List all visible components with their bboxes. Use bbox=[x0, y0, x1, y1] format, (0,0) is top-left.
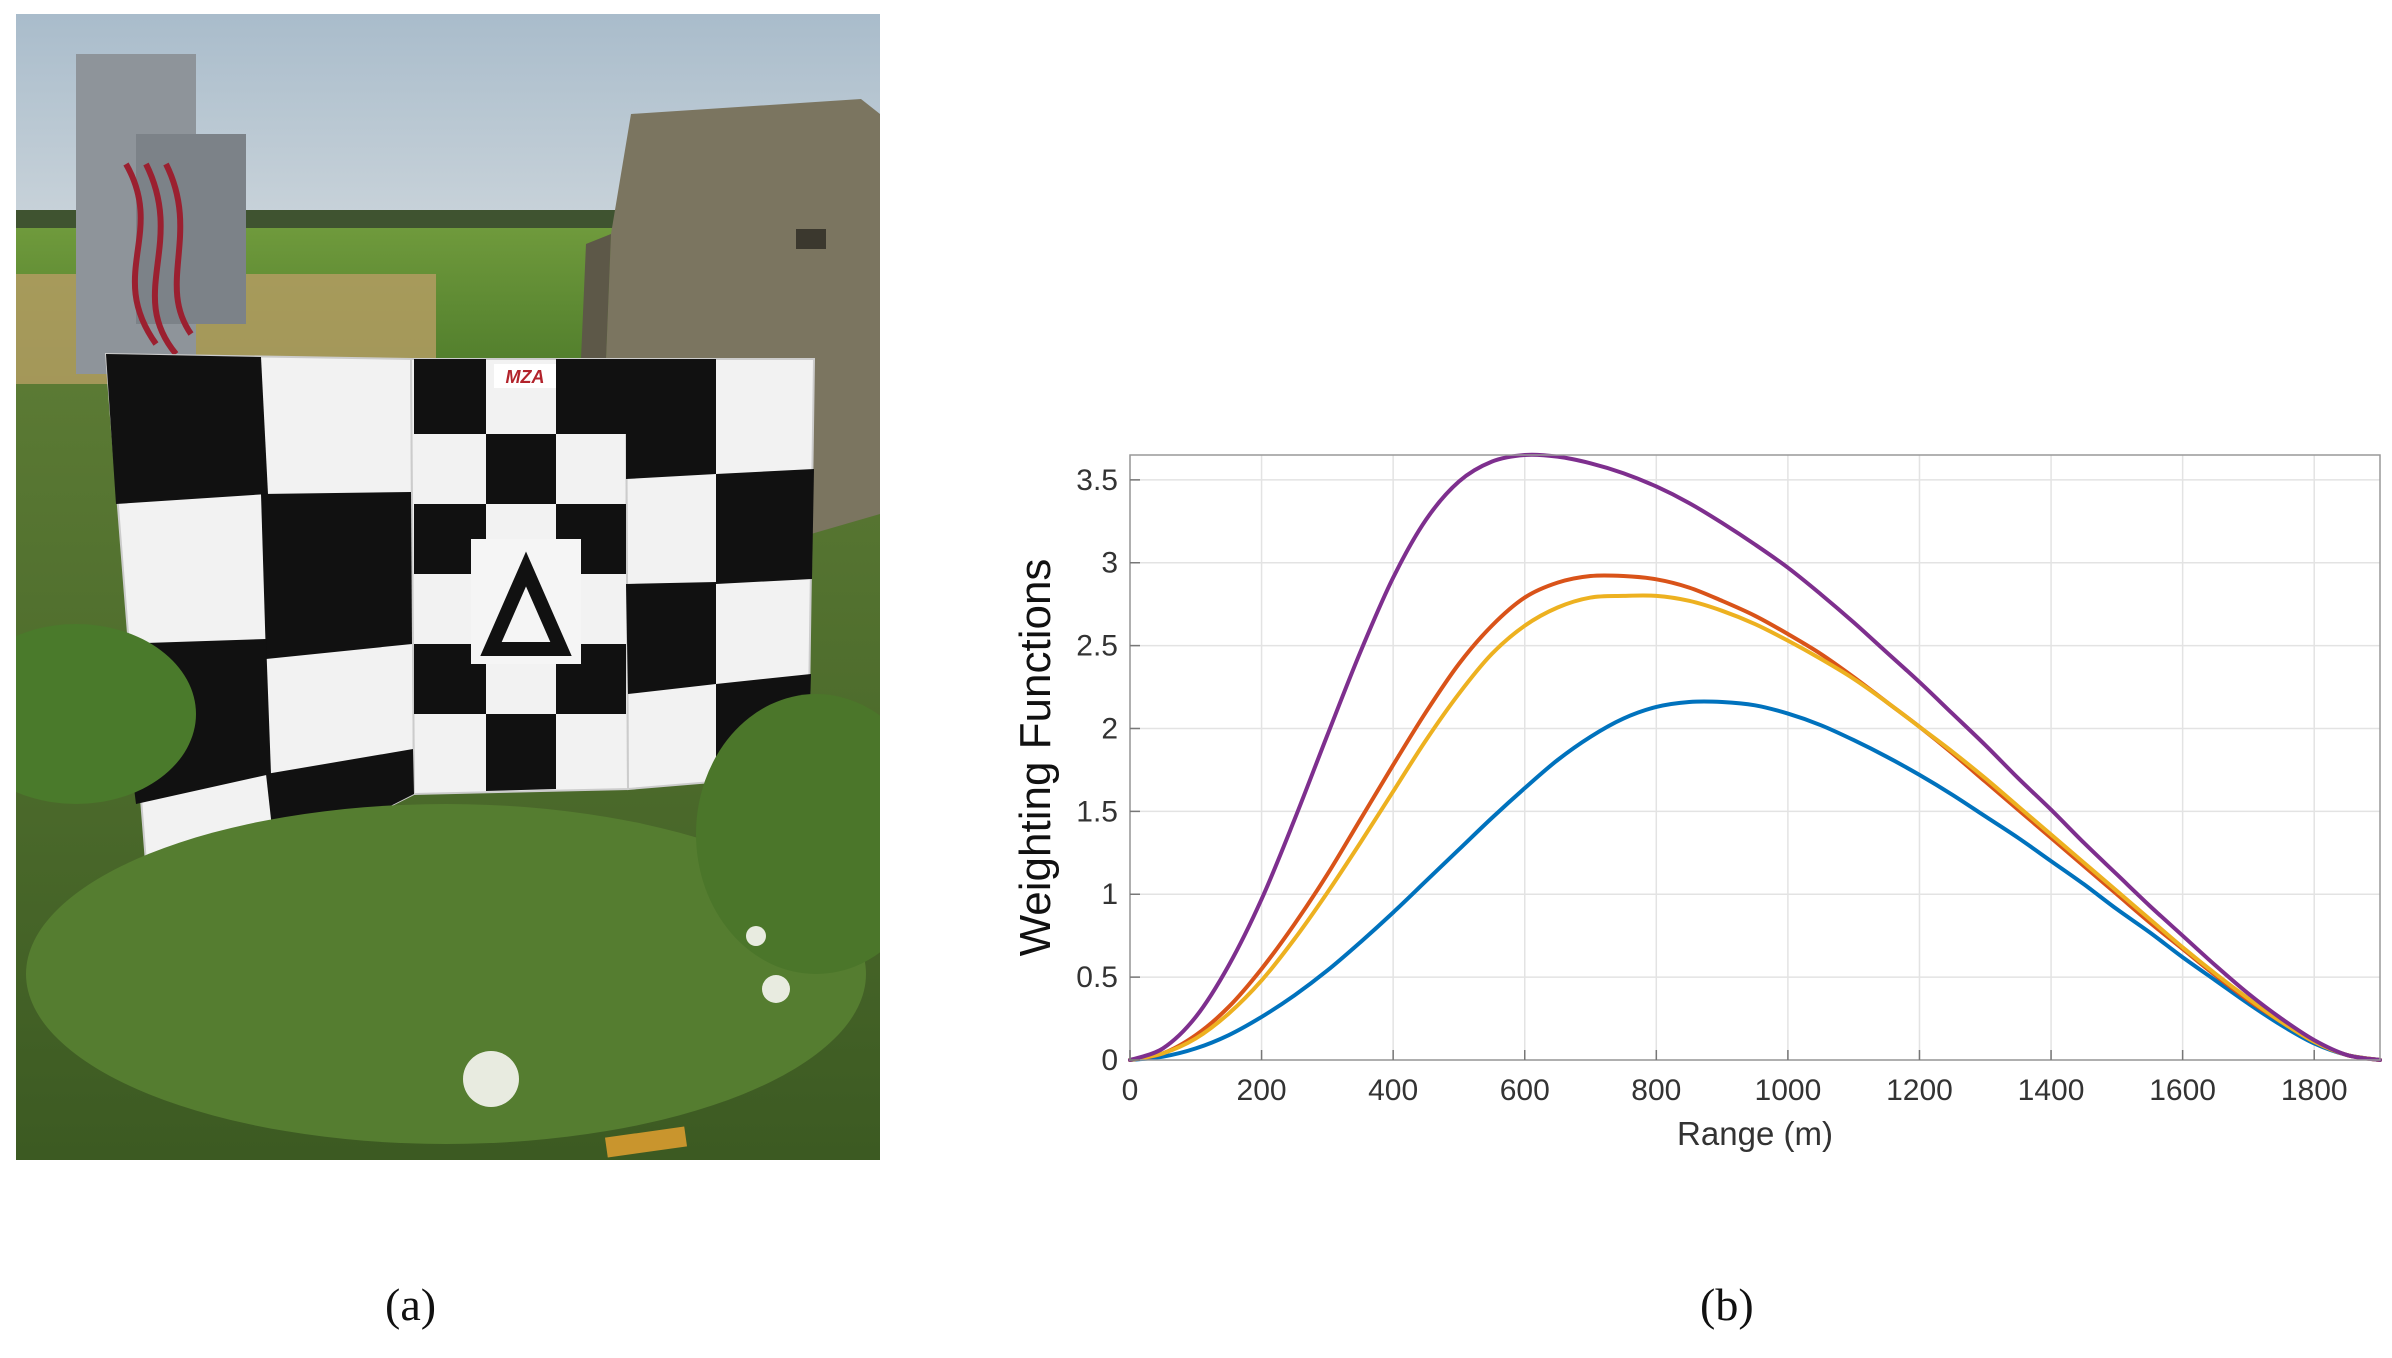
series-lines bbox=[1128, 452, 2382, 1062]
y-tick-label: 2.5 bbox=[1076, 630, 1118, 663]
y-tick-label: 0.5 bbox=[1076, 961, 1118, 994]
y-tick-label: 1 bbox=[1101, 878, 1118, 911]
triangle-icon bbox=[480, 551, 572, 656]
x-axis-label: Range (m) bbox=[1677, 1115, 1833, 1152]
caption-b: (b) bbox=[1700, 1279, 1754, 1330]
cabinet-label bbox=[796, 229, 826, 249]
weighting-functions-chart: 0 200 400 600 800 1000 1200 1400 1600 1800 0 0.5 1 1.… bbox=[990, 420, 2390, 1180]
mza-logo-plate bbox=[494, 364, 556, 388]
x-tick-label: 600 bbox=[1500, 1074, 1550, 1107]
caption-a: (a) bbox=[385, 1279, 437, 1330]
weeds-left bbox=[16, 624, 196, 804]
series-line-3 bbox=[1128, 593, 2382, 1062]
mza-logo: MZA bbox=[506, 367, 545, 387]
white-flower bbox=[762, 975, 790, 1003]
x-tick-label: 1200 bbox=[1886, 1074, 1953, 1107]
y-tick-label: 1.5 bbox=[1076, 795, 1118, 828]
y-tick-label: 3.5 bbox=[1076, 464, 1118, 497]
x-tick-label: 1800 bbox=[2281, 1074, 2348, 1107]
x-tick-label: 1600 bbox=[2149, 1074, 2216, 1107]
x-tick-label: 1000 bbox=[1755, 1074, 1822, 1107]
white-flower bbox=[746, 926, 766, 946]
series-line-1 bbox=[1128, 699, 2382, 1062]
x-tick-label: 1400 bbox=[2018, 1074, 2085, 1107]
y-tick-label: 3 bbox=[1101, 547, 1118, 580]
red-cables bbox=[123, 162, 194, 356]
x-tick-label: 400 bbox=[1368, 1074, 1418, 1107]
y-axis-label: Weighting Functions bbox=[1011, 559, 1060, 957]
photo-checkerboard-target: MZA bbox=[16, 14, 880, 1160]
x-tick-label: 800 bbox=[1631, 1074, 1681, 1107]
axes bbox=[1129, 454, 2381, 1061]
x-tick-label: 0 bbox=[1122, 1074, 1139, 1107]
x-tick-label: 200 bbox=[1237, 1074, 1287, 1107]
tick-labels: 0 200 400 600 800 1000 1200 1400 1600 1800 0 0.5 1 1.… bbox=[1076, 464, 2347, 1107]
white-flower bbox=[463, 1051, 519, 1107]
axes-box bbox=[1129, 454, 2381, 1061]
y-tick-label: 0 bbox=[1101, 1044, 1118, 1077]
weeds-front bbox=[26, 804, 866, 1144]
series-line-4 bbox=[1128, 452, 2382, 1062]
weeds-right bbox=[696, 694, 880, 974]
y-tick-label: 2 bbox=[1101, 712, 1118, 745]
chart-svg: 0 200 400 600 800 1000 1200 1400 1600 1800 0 0.5 1 1.… bbox=[1011, 452, 2382, 1152]
yellow-object bbox=[604, 1126, 688, 1158]
photo-illustration: MZA bbox=[16, 14, 880, 1160]
